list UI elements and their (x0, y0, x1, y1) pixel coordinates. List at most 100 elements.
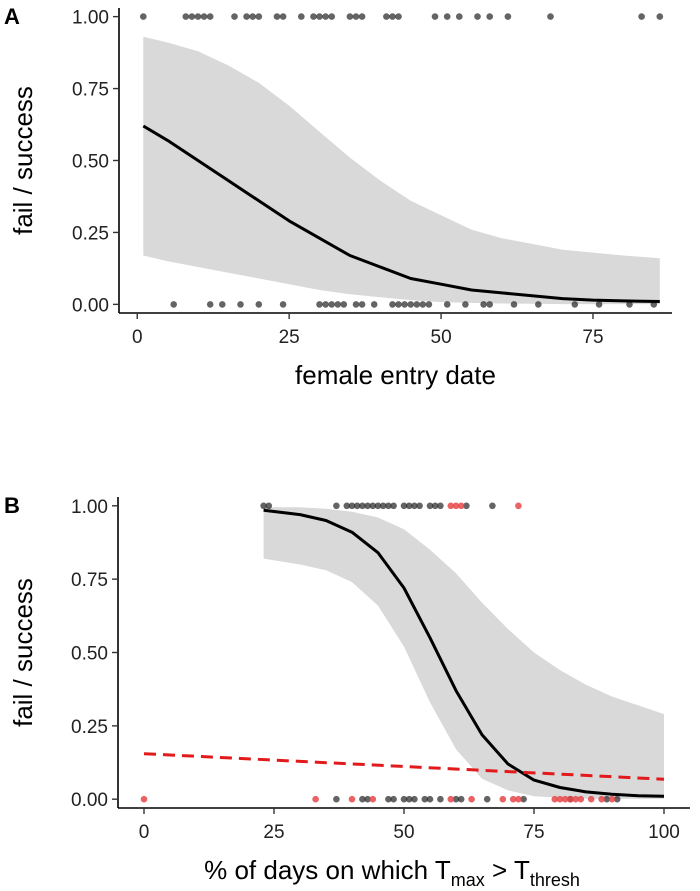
data-point-red (447, 795, 455, 803)
y-tick-label: 0.25 (71, 717, 108, 738)
data-point (182, 13, 190, 20)
data-point (390, 502, 397, 510)
data-point (231, 13, 238, 20)
data-point (358, 13, 366, 20)
panel-b-label: B (4, 493, 20, 518)
data-point (456, 13, 463, 20)
data-point-red (556, 795, 564, 803)
data-point-red (577, 795, 585, 803)
panel-a-points (140, 13, 664, 308)
x-tick-label: 50 (393, 822, 414, 843)
y-tick-label: 0.75 (71, 570, 108, 591)
data-point (322, 301, 329, 308)
data-point (389, 301, 396, 308)
panel-b-x-axis-title: % of days on which Tmax > Tthresh (204, 855, 580, 890)
data-point (389, 13, 396, 20)
data-point (328, 13, 336, 20)
panel-a-label: A (4, 4, 20, 29)
panel-b-xlabel-pre: % of days on which T (204, 855, 451, 885)
data-point (390, 795, 397, 803)
data-point (237, 301, 244, 308)
data-point (431, 13, 439, 20)
data-point (480, 301, 487, 308)
data-point (206, 301, 214, 308)
data-point (140, 13, 147, 20)
data-point (426, 502, 434, 510)
data-point (328, 301, 336, 308)
data-point (298, 13, 305, 20)
data-point (219, 301, 226, 308)
data-point (243, 13, 250, 20)
data-point (395, 301, 402, 308)
data-point (457, 795, 465, 803)
y-tick-label: 0.00 (72, 295, 109, 316)
x-tick-label: 75 (582, 327, 603, 348)
panel-b-x-ticks: 0 25 50 75 100 (139, 808, 680, 843)
data-point (188, 13, 196, 20)
data-point (260, 502, 267, 510)
data-point (443, 13, 451, 20)
data-point (343, 502, 351, 510)
data-point (395, 13, 402, 20)
panel-b: B 0.00 0.25 0.50 0.75 1.00 0 25 50 75 100 % of d… (4, 493, 690, 890)
data-point (316, 301, 323, 308)
data-point (194, 13, 202, 20)
panel-a-x-axis-title: female entry date (295, 360, 496, 390)
data-point (352, 301, 360, 308)
data-point (340, 301, 348, 308)
data-point (206, 13, 214, 20)
data-point (385, 502, 392, 510)
data-point (364, 795, 371, 803)
data-point (520, 795, 527, 803)
panel-b-xlabel-sub1: max (451, 870, 485, 890)
data-point (255, 13, 263, 20)
data-point (346, 13, 354, 20)
x-tick-label: 0 (139, 822, 150, 843)
data-point (452, 795, 460, 803)
panel-a: A 0.00 0.25 0.50 0.75 1.00 0 25 50 75 female en… (4, 4, 672, 390)
data-point (416, 502, 423, 510)
panel-b-y-axis-title: fail / success (8, 578, 38, 727)
data-point-red (561, 795, 569, 803)
data-point (405, 795, 413, 803)
panel-b-xlabel-sub2: thresh (530, 870, 580, 890)
data-point-red (572, 795, 579, 803)
x-tick-label: 25 (279, 327, 300, 348)
data-point (656, 13, 664, 20)
y-tick-label: 0.25 (72, 223, 109, 244)
data-point (385, 795, 392, 803)
data-point-red (140, 795, 148, 803)
data-point (333, 795, 340, 803)
data-point (265, 502, 273, 510)
data-point-red (587, 795, 595, 803)
data-point-red (499, 795, 507, 803)
data-point (359, 502, 366, 510)
data-point (401, 301, 408, 308)
data-point (486, 13, 494, 20)
data-point (510, 301, 518, 308)
panel-a-y-axis-title: fail / success (8, 86, 38, 235)
data-point (405, 502, 413, 510)
data-point (411, 795, 418, 803)
data-point (419, 301, 427, 308)
x-tick-label: 50 (431, 327, 452, 348)
data-point-red (515, 795, 522, 803)
data-point (170, 301, 177, 308)
panel-a-x-ticks: 0 25 50 75 (132, 313, 604, 348)
data-point-red (608, 795, 616, 803)
data-point-red (515, 502, 522, 510)
data-point (364, 502, 371, 510)
data-point (571, 301, 579, 308)
x-tick-label: 75 (523, 822, 544, 843)
data-point (443, 301, 451, 308)
data-point (595, 301, 603, 308)
data-point (379, 502, 387, 510)
data-point (547, 13, 554, 20)
y-tick-label: 0.75 (72, 80, 109, 101)
x-tick-label: 0 (132, 327, 143, 348)
data-point-red (468, 795, 475, 803)
data-point (273, 13, 281, 20)
y-tick-label: 0.50 (71, 644, 108, 665)
panel-a-confidence-ribbon (143, 36, 660, 305)
